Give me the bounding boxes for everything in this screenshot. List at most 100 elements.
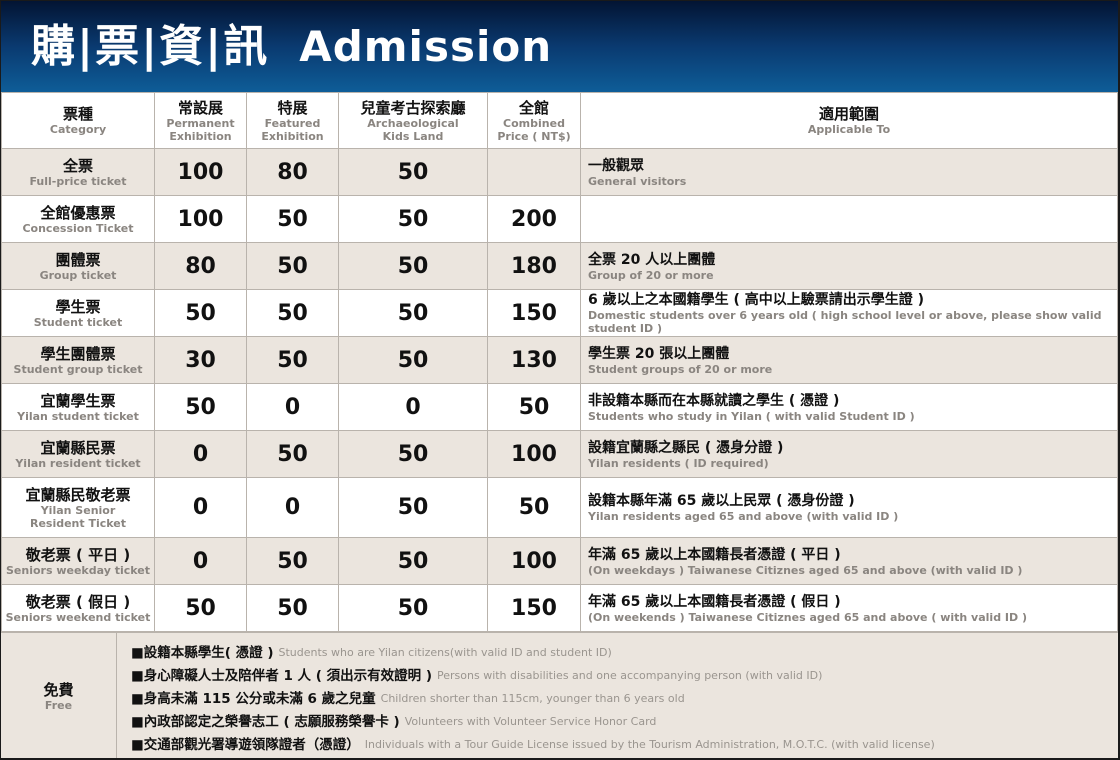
label-zh: 適用範圍 (818, 105, 879, 123)
price-value: 0 (405, 394, 421, 420)
free-item-zh: ■設籍本縣學生( 憑證 ) (131, 644, 274, 661)
label-en: Archaeological Kids Land (367, 116, 459, 143)
free-label-en: Free (44, 699, 73, 712)
label-en: Concession Ticket (22, 221, 134, 235)
label-en: Yilan residents ( ID required) (588, 456, 769, 470)
price-value: 150 (511, 300, 557, 326)
ticket-category: 宜蘭學生票 Yilan student ticket (1, 383, 155, 431)
label-en: Featured Exhibition (261, 116, 324, 143)
column-header: 全館 Combined Price ( NT$) (487, 92, 581, 149)
price-value: 50 (397, 548, 429, 574)
price-value: 50 (397, 253, 429, 279)
table-row: 宜蘭縣民票 Yilan resident ticket 0 50 50 100 設籍宜蘭縣之… (1, 430, 1118, 478)
applicable-to: 設籍宜蘭縣之縣民 ( 憑身分證 ) Yilan residents ( ID re… (580, 430, 1118, 478)
table-row: 全票 Full-price ticket 100 80 50 一般觀眾 General vi… (1, 148, 1118, 196)
price-cell: 50 (154, 289, 247, 337)
applicable-to: 一般觀眾 General visitors (580, 148, 1118, 196)
label-zh: 年滿 65 歲以上本國籍長者憑證 ( 假日 ) (588, 593, 841, 610)
ticket-category: 全館優惠票 Concession Ticket (1, 195, 155, 243)
free-label: 免費 (43, 681, 74, 699)
label-en: Yilan resident ticket (15, 456, 141, 470)
price-value: 0 (192, 441, 209, 467)
ticket-category: 團體票 Group ticket (1, 242, 155, 290)
label-zh: 學生票 (55, 297, 101, 316)
price-cell: 50 (487, 477, 581, 538)
label-en: Full-price ticket (29, 174, 127, 188)
label-zh: 學生票 20 張以上團體 (588, 345, 730, 362)
price-cell: 50 (338, 242, 488, 290)
table-row: 全館優惠票 Concession Ticket 100 50 50 200 (1, 195, 1118, 243)
price-value: 100 (511, 548, 557, 574)
price-value: 50 (397, 300, 429, 326)
label-en: (On weekends ) Taiwanese Citiznes aged 6… (588, 610, 1027, 624)
price-cell: 0 (246, 477, 339, 538)
price-cell: 50 (338, 584, 488, 632)
label-zh: 兒童考古探索廳 (360, 98, 466, 117)
price-value: 100 (177, 206, 224, 232)
price-value: 50 (397, 206, 429, 232)
price-value: 80 (277, 159, 308, 185)
title-zh: 購|票|資|訊 (31, 20, 270, 72)
label-en: Yilan residents aged 65 and above (with … (588, 510, 899, 523)
price-cell: 50 (246, 336, 339, 384)
price-cell: 0 (154, 430, 247, 478)
price-cell: 50 (338, 477, 488, 538)
label-en: Yilan Senior Resident Ticket (29, 503, 127, 530)
price-cell: 100 (487, 430, 581, 478)
title-banner: 購|票|資|訊 Admission (1, 1, 1118, 92)
applicable-to: 設籍本縣年滿 65 歲以上民眾 ( 憑身份證 ) Yilan residents … (580, 477, 1118, 538)
applicable-to: 非設籍本縣而在本縣就讀之學生 ( 憑證 ) Students who study … (580, 383, 1118, 431)
column-header: 兒童考古探索廳 Archaeological Kids Land (338, 92, 488, 149)
label-zh: 一般觀眾 (588, 157, 644, 174)
label-en: Combined Price ( NT$) (497, 116, 571, 143)
label-zh: 票種 (62, 105, 93, 123)
title-en: Admission (299, 21, 553, 71)
price-value: 50 (277, 441, 308, 467)
price-value: 50 (397, 347, 429, 373)
price-cell: 30 (154, 336, 247, 384)
price-cell: 50 (338, 148, 488, 196)
applicable-to: 學生票 20 張以上團體 Student groups of 20 or more (580, 336, 1118, 384)
ticket-category: 宜蘭縣民票 Yilan resident ticket (1, 430, 155, 478)
label-zh: 宜蘭縣民敬老票 (25, 485, 131, 504)
price-cell: 50 (246, 584, 339, 632)
free-item-en: Persons with disabilities and one accomp… (437, 669, 823, 682)
price-value: 30 (185, 347, 216, 373)
label-zh: 敬老票 ( 平日 ) (25, 545, 131, 564)
price-cell: 50 (338, 289, 488, 337)
free-item-en: Children shorter than 115cm, younger tha… (380, 692, 685, 705)
price-value: 0 (284, 394, 301, 420)
column-header: 特展 Featured Exhibition (246, 92, 339, 149)
applicable-to: 全票 20 人以上團體 Group of 20 or more (580, 242, 1118, 290)
price-value: 80 (185, 253, 216, 279)
free-item: ■交通部觀光署導遊領隊證者（憑證） Individuals with a Tour… (131, 733, 935, 756)
label-zh: 學生團體票 (40, 344, 116, 363)
label-en: Applicable To (807, 123, 891, 136)
ticket-category: 敬老票 ( 平日 ) Seniors weekday ticket (1, 537, 155, 585)
ticket-category: 敬老票 ( 假日 ) Seniors weekend ticket (1, 584, 155, 632)
label-en: Group of 20 or more (588, 268, 714, 282)
ticket-category: 宜蘭縣民敬老票 Yilan Senior Resident Ticket (1, 477, 155, 538)
label-zh: 全票 20 人以上團體 (588, 251, 716, 268)
price-cell: 0 (154, 537, 247, 585)
label-en: Yilan student ticket (17, 409, 139, 423)
price-cell: 0 (338, 383, 488, 431)
price-cell: 50 (338, 336, 488, 384)
price-cell: 50 (487, 383, 581, 431)
price-cell: 50 (338, 430, 488, 478)
price-value: 50 (397, 441, 429, 467)
table-row: 敬老票 ( 平日 ) Seniors weekday ticket 0 50 50 100… (1, 537, 1118, 585)
label-zh: 敬老票 ( 假日 ) (25, 592, 131, 611)
price-value: 100 (511, 441, 557, 467)
free-item-en: Students who are Yilan citizens(with val… (278, 646, 612, 659)
label-en: (On weekdays ) Taiwanese Citiznes aged 6… (588, 563, 1023, 577)
label-zh: 團體票 (55, 250, 101, 269)
label-zh: 宜蘭學生票 (40, 391, 116, 410)
free-item-zh: ■交通部觀光署導遊領隊證者（憑證） (131, 736, 360, 753)
price-cell: 100 (487, 537, 581, 585)
applicable-to (580, 195, 1118, 243)
price-cell: 130 (487, 336, 581, 384)
price-cell: 50 (246, 289, 339, 337)
label-zh: 全票 (62, 156, 93, 175)
price-cell: 0 (246, 383, 339, 431)
